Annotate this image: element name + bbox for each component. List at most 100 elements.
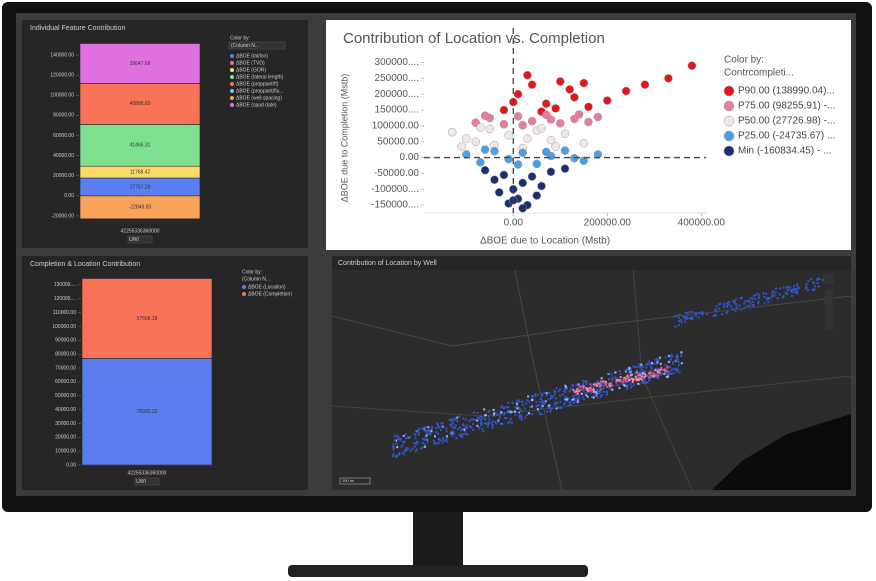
y-tick-label: 60000.00 [53,133,74,139]
well-dot [786,285,789,288]
well-dot [521,400,524,403]
well-dot [454,426,457,429]
well-dot [674,368,677,371]
well-dot [668,373,671,376]
well-dot [615,381,618,384]
well-dot [553,403,556,406]
well-dot [664,356,667,359]
well-dot [543,391,546,394]
well-dot [629,368,632,371]
well-dot [559,394,562,397]
well-dot [392,453,395,456]
well-dot [651,361,654,364]
well-dot [403,450,406,453]
well-dot-high [656,371,659,374]
well-dot-high [575,391,578,394]
well-dot [648,360,651,363]
well-dot [445,427,448,430]
well-dot-high [638,379,641,382]
well-dot [445,430,448,433]
well-dot [648,378,651,381]
well-dot [552,395,555,398]
well-dot [394,455,397,458]
well-dot [606,390,609,393]
well-dot-high [637,372,640,375]
map-search-button[interactable] [822,274,834,284]
well-dot [602,390,605,393]
well-dot [577,383,580,386]
well-dot-high [576,388,579,391]
well-dot [793,289,796,292]
scatter-point [546,115,556,124]
legend-label: ΔBOE (spud date) [236,102,277,108]
well-dot-high [617,379,620,382]
color-by-dropdown[interactable] [228,41,286,50]
well-dot [554,401,557,404]
well-dot [480,415,483,418]
scatter-point [560,164,570,173]
feature-panel: Individual Feature Contribution Color by… [22,20,308,248]
well-dot [590,385,593,388]
well-dot [599,390,602,393]
scatter-point [518,148,527,158]
well-dot [787,289,790,292]
well-dot [581,383,584,386]
well-dot [598,392,601,395]
well-dot [520,409,523,412]
scatter-point [579,139,589,148]
y-tick-label: 0.00 [400,152,420,163]
well-dot [406,436,409,439]
well-dot [718,307,721,310]
well-dot [615,384,618,387]
y-tick-label: 10000.00 [55,448,76,454]
well-dot [458,415,461,418]
scatter-point [560,129,570,139]
well-dot [637,382,640,385]
well-dot [518,414,521,417]
uwi-dropdown[interactable] [134,477,160,486]
y-tick-label: 100000.00 [52,324,76,330]
map-zoom-control[interactable] [825,290,833,330]
scatter-point [447,127,457,137]
well-dot [705,313,708,316]
well-dot [505,417,508,420]
well-dot [423,443,426,446]
scatter-point [560,146,570,155]
well-dot [409,449,412,452]
panel-title: Individual Feature Contribution [30,25,125,32]
well-dot [564,384,567,387]
well-dot [691,317,694,320]
y-tick-label: -50000.00 [374,168,419,179]
scatter-point [565,85,574,94]
well-dot [643,376,646,379]
well-dot [640,363,643,366]
x-tick-label: 42255336360000 [121,228,160,234]
well-dot-high [640,377,643,380]
y-tick-label: 150000.... [375,105,419,116]
well-dot [487,415,490,418]
legend-subtitle: (Column N... [231,43,259,49]
scatter-point [518,178,527,188]
well-dot [451,431,454,434]
well-dot [396,434,399,437]
well-dot-high [587,388,590,391]
well-dot [523,407,526,410]
well-dot [671,361,674,364]
x-tick-label: 0.00 [504,218,524,229]
well-dot [466,433,469,436]
y-tick-label: 50000.00 [377,136,419,147]
uwi-dropdown[interactable] [127,235,153,244]
well-dot-high [634,376,637,379]
well-dot-high [576,392,579,395]
well-dot [572,387,575,390]
well-dot [548,404,551,407]
well-dot-high [622,379,625,382]
well-dot [677,369,680,372]
scatter-point [471,137,480,146]
scale-bar [339,477,371,485]
well-dot [579,392,582,395]
well-dot [576,396,579,399]
well-dot [564,397,567,400]
well-dot [499,423,502,426]
well-dot [541,394,544,397]
